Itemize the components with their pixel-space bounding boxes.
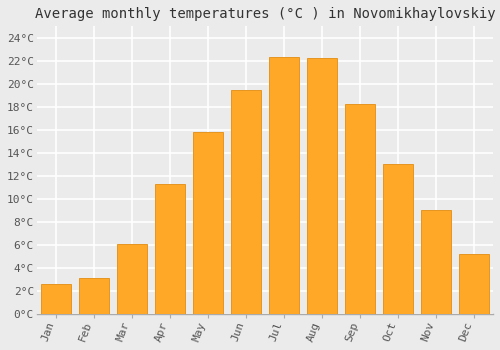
- Title: Average monthly temperatures (°C ) in Novomikhaylovskiy: Average monthly temperatures (°C ) in No…: [34, 7, 495, 21]
- Bar: [421, 210, 451, 314]
- Bar: [154, 184, 185, 314]
- Bar: [268, 57, 299, 314]
- Bar: [344, 104, 375, 314]
- Bar: [40, 284, 71, 314]
- Bar: [383, 164, 413, 314]
- Bar: [78, 278, 109, 314]
- Bar: [459, 254, 490, 314]
- Bar: [116, 244, 147, 314]
- Bar: [230, 90, 261, 314]
- Bar: [192, 132, 223, 314]
- Bar: [306, 58, 337, 314]
